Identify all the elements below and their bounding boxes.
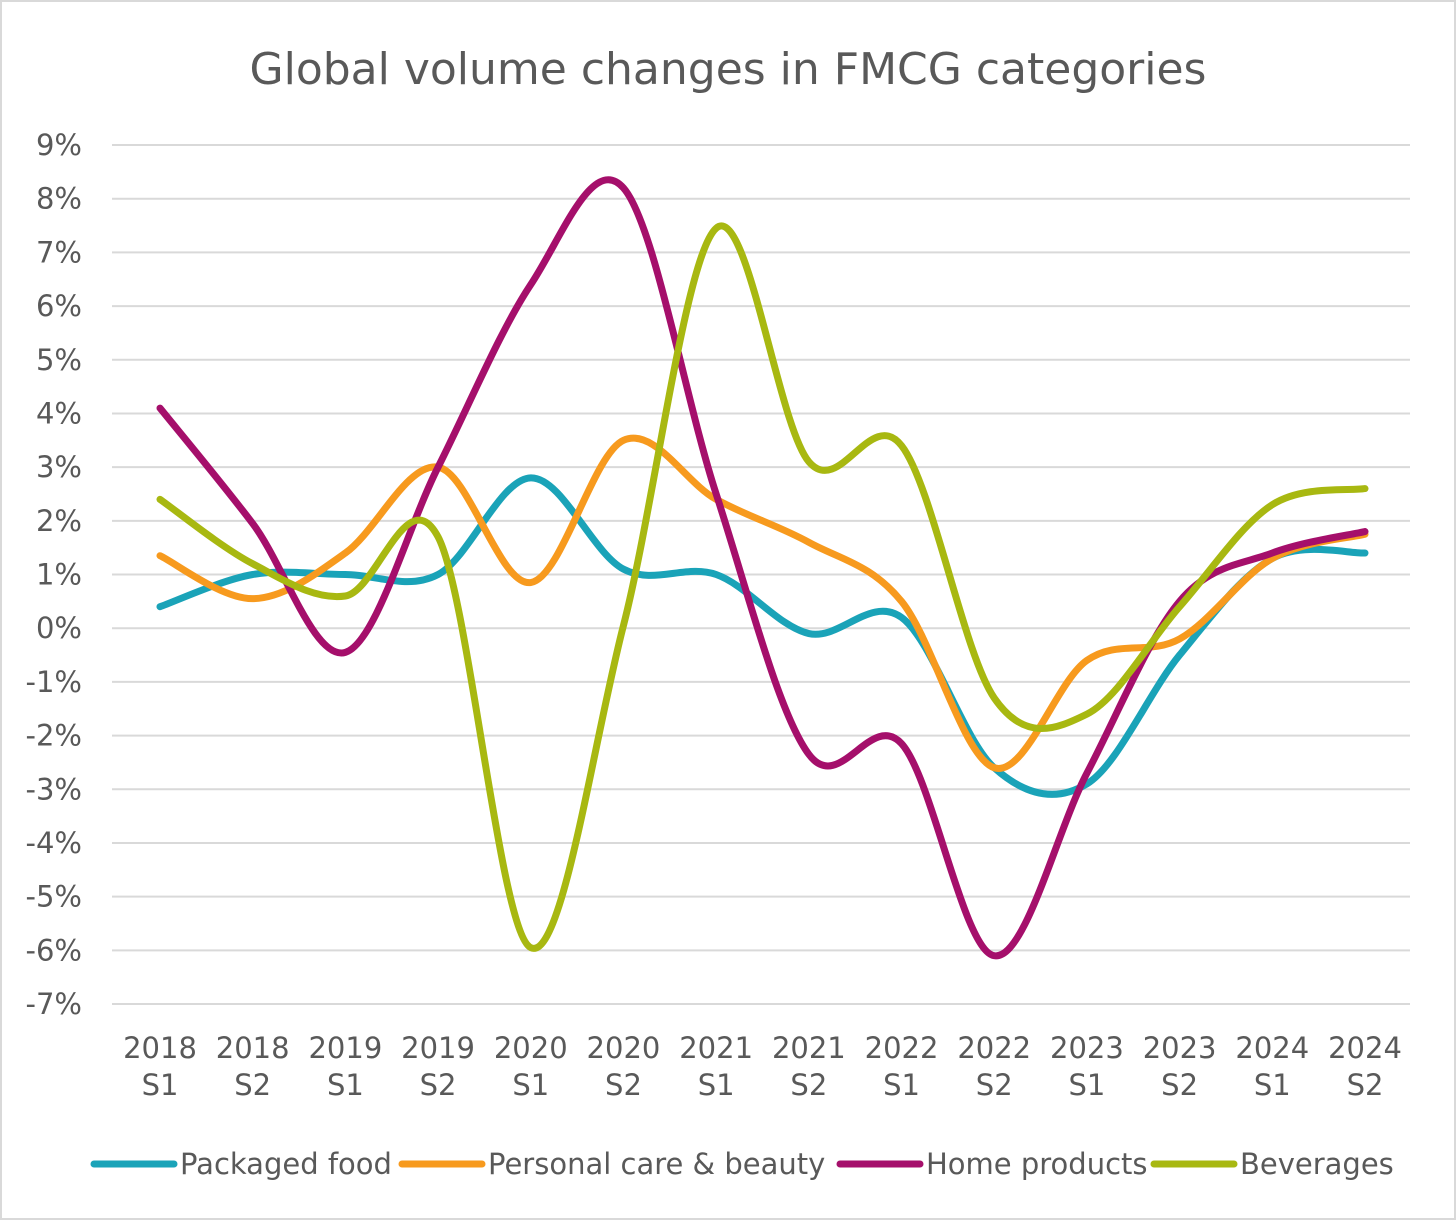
y-tick-label: -6% — [26, 933, 82, 967]
y-tick-label: -1% — [26, 665, 82, 699]
y-tick-label: -7% — [26, 987, 82, 1021]
y-tick-label: 8% — [36, 182, 82, 216]
x-tick-label: 2019 S2 — [401, 1031, 475, 1102]
legend-label-packaged-food: Packaged food — [180, 1147, 392, 1181]
x-tick-label: 2020 S2 — [587, 1031, 661, 1102]
legend: Packaged food Personal care & beauty Home … — [90, 1147, 1394, 1181]
series-line-packaged-food — [156, 474, 1369, 798]
y-tick-label: 1% — [36, 558, 82, 592]
series-lines — [156, 176, 1369, 960]
y-tick-label: -4% — [26, 826, 82, 860]
x-axis-tick-labels: 2018 S1 2018 S2 2019 S1 2019 S2 2020 S1 2020 S2 2021… — [123, 1031, 1402, 1102]
y-tick-label: 0% — [36, 611, 82, 645]
x-tick-label: 2020 S1 — [494, 1031, 568, 1102]
x-tick-label: 2019 S1 — [308, 1031, 382, 1102]
x-tick-label: 2022 S1 — [865, 1031, 939, 1102]
x-tick-label: 2024 S2 — [1328, 1031, 1402, 1102]
legend-label-personal-care-beauty: Personal care & beauty — [488, 1147, 825, 1181]
series-line-beverages — [156, 222, 1369, 952]
y-tick-label: -5% — [26, 880, 82, 914]
x-tick-label: 2024 S1 — [1235, 1031, 1309, 1102]
x-tick-label: 2018 S2 — [216, 1031, 290, 1102]
y-axis-tick-labels: 9% 8% 7% 6% 5% 4% 3% 2% 1% 0% -1% -2% -3% -4% -5% -6% -7… — [26, 128, 82, 1021]
gridlines — [112, 144, 1410, 1005]
y-tick-label: 9% — [36, 128, 82, 162]
y-tick-label: 4% — [36, 396, 82, 430]
x-tick-label: 2018 S1 — [123, 1031, 197, 1102]
series-line-home-products — [156, 176, 1369, 960]
legend-label-home-products: Home products — [926, 1147, 1148, 1181]
x-tick-label: 2021 S1 — [679, 1031, 753, 1102]
y-tick-label: 6% — [36, 289, 82, 323]
legend-label-beverages: Beverages — [1240, 1147, 1394, 1181]
x-tick-label: 2023 S1 — [1050, 1031, 1124, 1102]
y-tick-label: 3% — [36, 450, 82, 484]
y-tick-label: 7% — [36, 235, 82, 269]
x-tick-label: 2021 S2 — [772, 1031, 846, 1102]
y-tick-label: 5% — [36, 343, 82, 377]
chart-title: Global volume changes in FMCG categories — [250, 44, 1207, 95]
y-tick-label: -3% — [26, 772, 82, 806]
y-tick-label: -2% — [26, 719, 82, 753]
x-tick-label: 2022 S2 — [957, 1031, 1031, 1102]
y-tick-label: 2% — [36, 504, 82, 538]
x-tick-label: 2023 S2 — [1143, 1031, 1217, 1102]
